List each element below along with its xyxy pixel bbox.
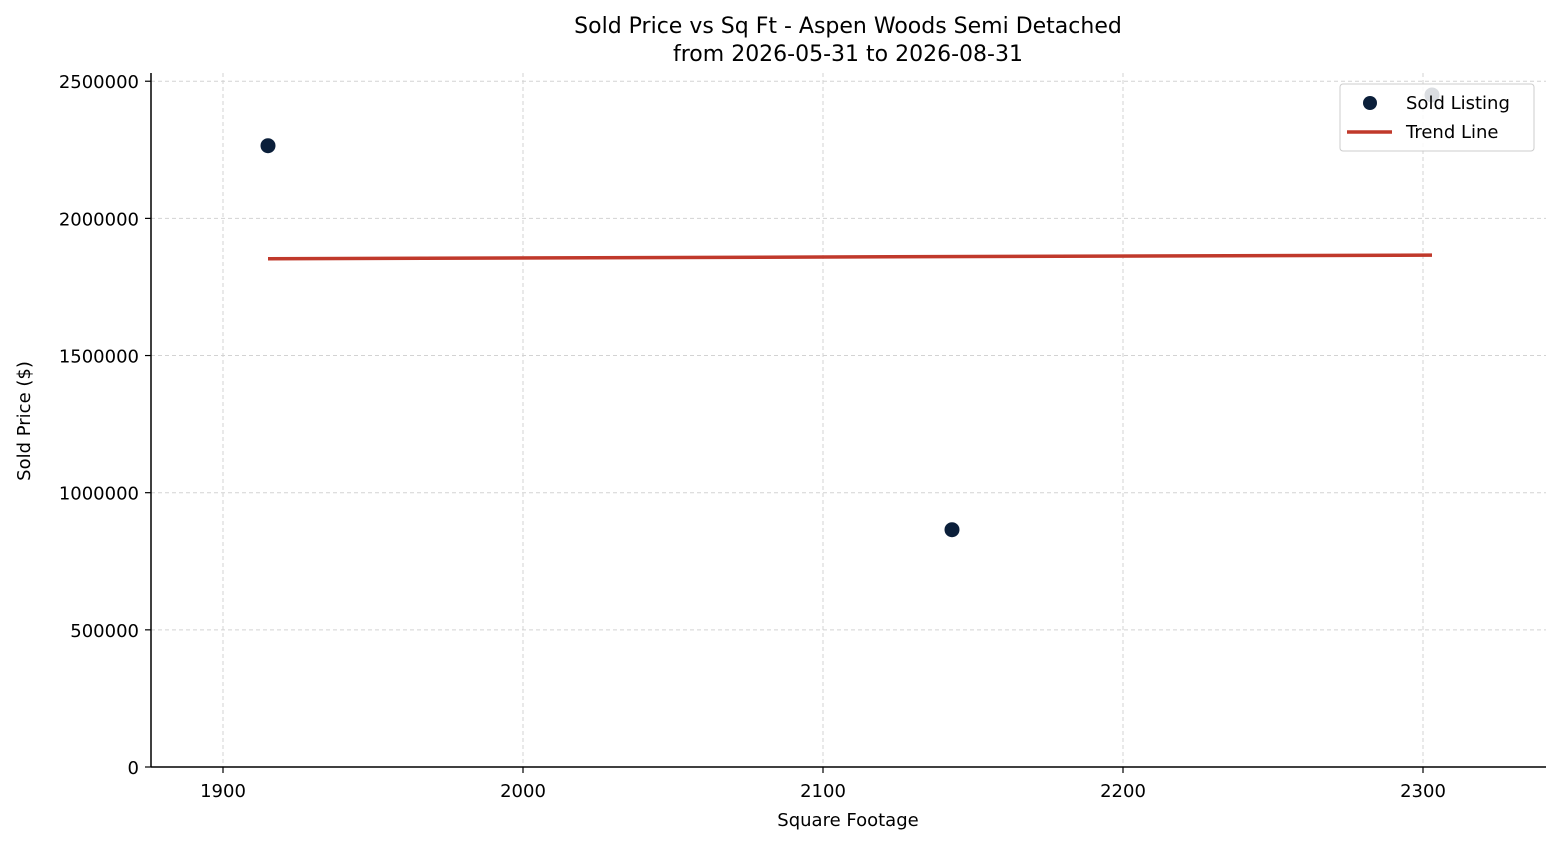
x-tick-label: 2200 [1100, 781, 1146, 802]
y-tick-label: 0 [128, 758, 139, 779]
ticks-layer: 1900 2000 2100 2200 2300 0 500000 1000000 150000… [59, 72, 1446, 802]
chart-legend: Sold Listing Trend Line [1339, 83, 1535, 152]
x-tick-label: 2100 [800, 781, 846, 802]
x-tick-label: 2300 [1400, 781, 1446, 802]
y-tick-label: 2000000 [59, 209, 139, 230]
legend-label-sold-listing: Sold Listing [1406, 93, 1510, 114]
x-axis-label: Square Footage [777, 810, 918, 831]
sold-listing-point [944, 522, 960, 538]
grid-layer [151, 73, 1546, 768]
y-axis-label: Sold Price ($) [14, 361, 35, 481]
legend-label-trend-line: Trend Line [1405, 122, 1499, 143]
sold-listing-point [260, 138, 276, 154]
y-tick-label: 1500000 [59, 347, 139, 368]
trend-line [267, 253, 1433, 261]
y-tick-label: 2500000 [59, 72, 139, 93]
series-layer [260, 87, 1440, 538]
legend-swatch-sold-listing [1363, 96, 1377, 110]
x-tick-label: 1900 [200, 781, 246, 802]
x-tick-label: 2000 [500, 781, 546, 802]
y-tick-label: 1000000 [59, 484, 139, 505]
chart-title: Sold Price vs Sq Ft - Aspen Woods Semi D… [574, 14, 1122, 39]
chart-subtitle: from 2026-05-31 to 2026-08-31 [673, 42, 1023, 67]
y-tick-label: 500000 [70, 621, 139, 642]
legend-box [1339, 83, 1535, 152]
axes-layer [150, 73, 1546, 768]
